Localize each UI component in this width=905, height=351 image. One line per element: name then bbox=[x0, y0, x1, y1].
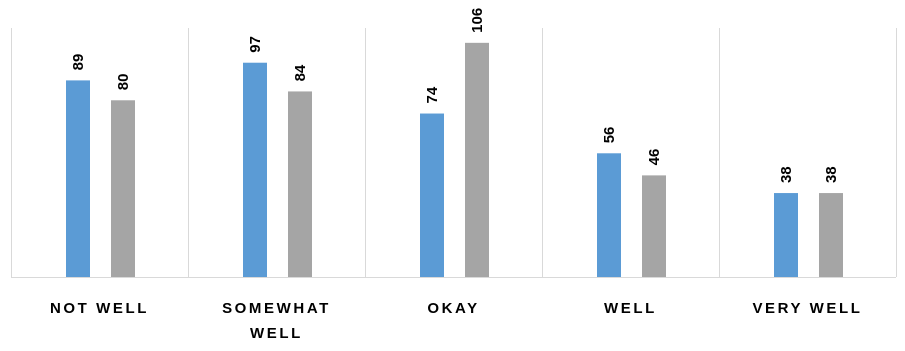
data-label: 97 bbox=[247, 36, 264, 53]
data-label: 46 bbox=[646, 149, 663, 166]
bar-series1 bbox=[243, 62, 267, 277]
category-tick-label: WELL bbox=[250, 325, 303, 342]
data-labels: 89 80 97 84 74 106 56 46 38 38 bbox=[70, 8, 840, 183]
bars bbox=[66, 42, 843, 278]
data-label: 74 bbox=[424, 86, 441, 103]
bar-series1 bbox=[66, 80, 90, 278]
category-tick-labels: NOT WELL SOMEWHAT WELL OKAY WELL VERY WELL bbox=[50, 300, 862, 342]
data-label: 38 bbox=[823, 166, 840, 183]
bar-series1 bbox=[420, 113, 444, 277]
bar-series1 bbox=[774, 193, 798, 277]
category-tick-label: OKAY bbox=[427, 300, 479, 317]
category-tick-label: WELL bbox=[604, 300, 657, 317]
data-label: 89 bbox=[70, 54, 87, 71]
bar-series2 bbox=[642, 175, 666, 277]
data-label: 84 bbox=[292, 64, 309, 81]
bar-series2 bbox=[819, 193, 843, 277]
data-label: 38 bbox=[778, 166, 795, 183]
category-tick-label: NOT WELL bbox=[50, 300, 149, 317]
bar-series2 bbox=[288, 91, 312, 277]
category-tick-label: VERY WELL bbox=[752, 300, 862, 317]
grid-lines bbox=[11, 28, 897, 278]
bar-series1 bbox=[597, 153, 621, 277]
data-label: 80 bbox=[115, 74, 132, 91]
category-tick-label: SOMEWHAT bbox=[222, 300, 331, 317]
bar-series2 bbox=[111, 100, 135, 277]
bar-series2 bbox=[465, 42, 489, 277]
data-label: 106 bbox=[469, 8, 486, 33]
data-label: 56 bbox=[601, 127, 618, 144]
